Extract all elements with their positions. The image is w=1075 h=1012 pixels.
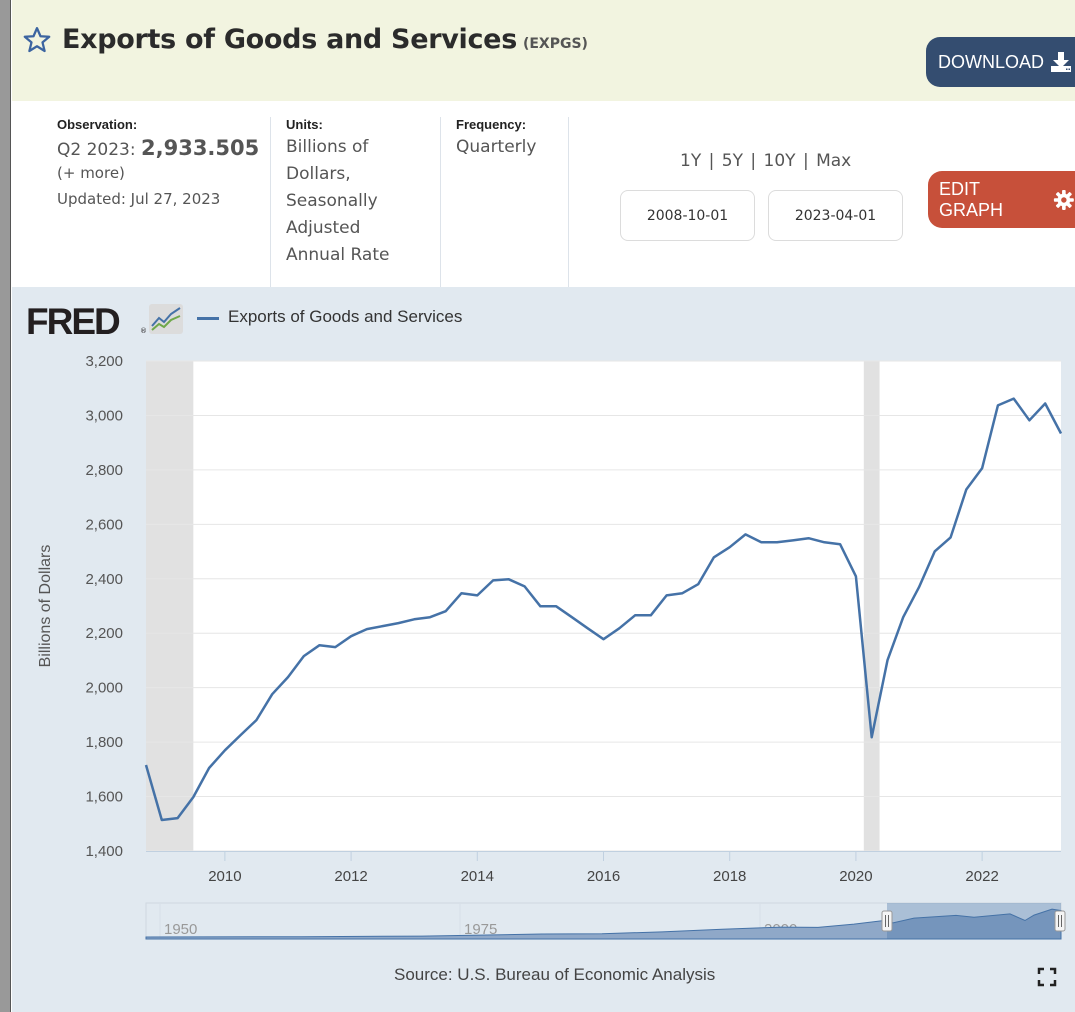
units-label: Units: [286, 117, 323, 132]
series-header: Exports of Goods and Services (EXPGS) DO… [12, 0, 1075, 101]
units-line: Billions of [286, 137, 369, 157]
download-icon [1051, 52, 1072, 72]
navigator-label: 1975 [464, 921, 497, 938]
frequency-label: Frequency: [456, 117, 527, 132]
chart-panel: 1,400 1,600 1,800 2,000 2,200 2,400 2,600 2,800… [12, 287, 1075, 1012]
navigator-handle-right[interactable] [1054, 910, 1066, 932]
plot-area [146, 361, 1061, 851]
series-line[interactable] [144, 397, 1063, 822]
end-date-input[interactable]: 2023-04-01 [768, 190, 903, 241]
range-link-5y[interactable]: 5Y [721, 151, 743, 171]
y-tick-label: 2,600 [85, 516, 123, 533]
edit-graph-button[interactable]: EDIT GRAPH [928, 171, 1075, 228]
range-link-max[interactable]: Max [816, 151, 852, 171]
navigator-selection[interactable] [887, 903, 1061, 939]
range-separator: | [802, 151, 809, 171]
observation-value: 2,933.505 [141, 136, 260, 160]
y-tick-label: 2,400 [85, 571, 123, 588]
x-tick-label: 2020 [839, 868, 872, 885]
frequency-value: Quarterly [456, 137, 537, 157]
legend-label[interactable]: Exports of Goods and Services [228, 307, 463, 326]
edit-graph-label: EDIT GRAPH [939, 178, 1004, 220]
fullscreen-icon[interactable] [1037, 967, 1057, 987]
source-note: Source: U.S. Bureau of Economic Analysis [394, 965, 716, 984]
chart: 1,400 1,600 1,800 2,000 2,200 2,400 2,600 2,800… [37, 353, 1066, 940]
navigator-handle-left[interactable] [881, 910, 893, 932]
x-tick-label: 2012 [334, 868, 367, 885]
range-link-10y[interactable]: 10Y [763, 151, 796, 171]
range-separator: | [750, 151, 757, 171]
title-row: Exports of Goods and Services (EXPGS) [22, 24, 588, 55]
start-date-input[interactable]: 2008-10-01 [620, 190, 755, 241]
observation-label: Observation: [57, 117, 138, 132]
range-separator: | [708, 151, 715, 171]
x-tick-label: 2018 [713, 868, 746, 885]
fred-registered-mark: ® [140, 327, 147, 335]
units-line: Adjusted [286, 218, 361, 238]
x-tick-label: 2014 [461, 868, 494, 885]
page-title: Exports of Goods and Services [62, 24, 517, 55]
frequency-column: Frequency: Quarterly [456, 117, 536, 161]
y-tick-label: 2,800 [85, 462, 123, 479]
range-link-1y[interactable]: 1Y [680, 151, 702, 171]
y-tick-label: 2,200 [85, 625, 123, 642]
x-tick-label: 2010 [208, 868, 241, 885]
window-edge [0, 0, 11, 1012]
column-divider [440, 117, 441, 287]
units-line: Dollars, [286, 164, 351, 184]
y-axis-label: Billions of Dollars [37, 545, 54, 668]
column-divider [568, 117, 569, 287]
y-tick-label: 1,800 [85, 734, 123, 751]
gear-icon [1054, 189, 1075, 210]
y-tick-label: 1,400 [85, 843, 123, 860]
more-link[interactable]: (+ more) [57, 164, 125, 182]
units-line: Annual Rate [286, 245, 390, 265]
y-tick-label: 3,000 [85, 407, 123, 424]
navigator-label: 1950 [164, 921, 197, 938]
recession-band [863, 361, 880, 851]
x-tick-label: 2022 [965, 868, 998, 885]
download-button[interactable]: DOWNLOAD [926, 37, 1075, 87]
star-outline-icon[interactable] [22, 25, 52, 55]
y-tick-label: 1,600 [85, 789, 123, 806]
download-label: DOWNLOAD [938, 51, 1045, 72]
units-line: Seasonally [286, 191, 378, 211]
fred-logo: FRED [26, 301, 121, 342]
range-links: 1Y | 5Y | 10Y | Max [680, 151, 851, 171]
series-metadata: Observation: Q2 2023: 2,933.505 (+ more)… [12, 101, 1075, 287]
observation-column: Observation: Q2 2023: 2,933.505 (+ more)… [57, 117, 259, 212]
updated-date: Updated: Jul 27, 2023 [57, 190, 221, 208]
units-column: Units: Billions of Dollars, Seasonally A… [286, 117, 389, 269]
fred-chart-icon [149, 304, 183, 334]
x-tick-label: 2016 [587, 868, 620, 885]
column-divider [270, 117, 271, 287]
y-tick-label: 2,000 [85, 680, 123, 697]
observation-line: Q2 2023: 2,933.505 [57, 136, 259, 160]
series-id: (EXPGS) [522, 36, 588, 52]
recession-band [146, 361, 194, 851]
observation-period: Q2 2023: [57, 140, 136, 160]
y-tick-label: 3,200 [85, 353, 123, 370]
legend-swatch [197, 317, 219, 320]
